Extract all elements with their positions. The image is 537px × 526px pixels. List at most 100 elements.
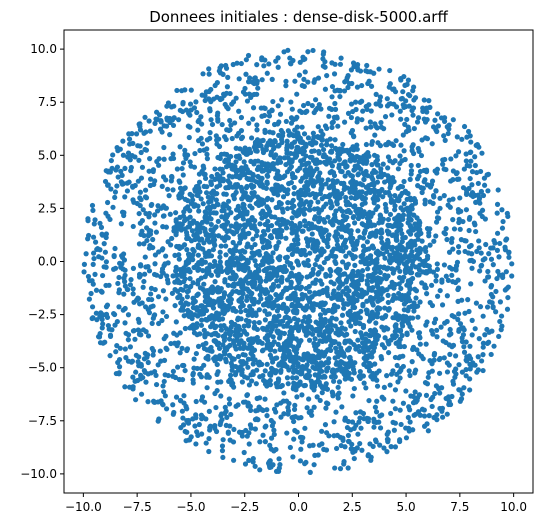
data-point xyxy=(350,235,356,241)
data-point xyxy=(278,367,284,374)
data-point xyxy=(312,280,318,286)
y-tick-label: −7.5 xyxy=(28,414,57,428)
data-point xyxy=(433,188,439,194)
data-point xyxy=(234,168,240,174)
data-point xyxy=(182,152,188,158)
data-point xyxy=(444,236,450,243)
data-point xyxy=(494,247,500,253)
data-point xyxy=(329,149,335,155)
data-point xyxy=(354,194,360,201)
data-point xyxy=(111,253,117,259)
data-point xyxy=(399,95,405,102)
data-point xyxy=(103,259,109,265)
data-point xyxy=(216,345,223,352)
data-point xyxy=(456,209,462,215)
data-point xyxy=(436,385,442,391)
data-point xyxy=(423,167,430,173)
data-point xyxy=(347,209,353,216)
data-point xyxy=(186,235,192,242)
data-point xyxy=(393,138,399,144)
data-point xyxy=(204,156,210,162)
data-point xyxy=(387,211,394,218)
data-point xyxy=(222,404,228,410)
data-point xyxy=(241,449,247,456)
data-point xyxy=(161,156,167,162)
data-point xyxy=(167,115,173,122)
data-point xyxy=(398,116,404,122)
data-point xyxy=(307,443,313,449)
data-point xyxy=(261,63,267,69)
data-point xyxy=(207,233,213,239)
data-point xyxy=(441,133,447,139)
data-point xyxy=(95,245,101,252)
data-point xyxy=(425,253,431,259)
data-point xyxy=(199,303,205,309)
data-point xyxy=(311,387,317,393)
data-point xyxy=(387,252,393,258)
data-point xyxy=(405,220,411,226)
data-point xyxy=(329,60,335,66)
data-point xyxy=(285,155,291,161)
data-point xyxy=(484,304,491,310)
data-point xyxy=(325,214,331,220)
data-point xyxy=(373,250,379,256)
data-point xyxy=(415,162,421,169)
data-point xyxy=(271,146,277,152)
data-point xyxy=(170,151,176,157)
data-point xyxy=(384,449,390,455)
data-point xyxy=(480,352,486,358)
data-point xyxy=(192,150,198,157)
data-point xyxy=(402,121,408,127)
data-point xyxy=(415,330,422,336)
y-tick-label: −5.0 xyxy=(28,361,57,375)
data-point xyxy=(322,219,328,225)
data-point xyxy=(342,173,348,179)
data-point xyxy=(444,318,450,325)
data-point xyxy=(371,424,377,430)
data-point xyxy=(163,253,169,259)
data-point xyxy=(490,294,496,300)
data-point xyxy=(309,154,315,160)
data-point xyxy=(316,366,322,372)
data-point xyxy=(122,305,128,312)
data-point xyxy=(86,278,93,284)
data-point xyxy=(208,253,215,259)
data-point xyxy=(99,272,106,279)
data-point xyxy=(485,188,491,194)
data-point xyxy=(139,218,145,224)
data-point xyxy=(289,200,295,206)
data-point xyxy=(374,398,380,404)
data-point xyxy=(223,267,230,273)
data-point xyxy=(403,388,409,394)
data-point xyxy=(215,369,221,375)
data-point xyxy=(407,407,413,413)
data-point xyxy=(369,162,375,168)
data-point xyxy=(309,142,315,148)
data-point xyxy=(293,147,300,153)
data-point xyxy=(379,219,385,225)
data-point xyxy=(250,105,257,111)
data-point xyxy=(298,337,304,344)
data-point xyxy=(208,190,215,196)
data-point xyxy=(355,337,361,343)
data-point xyxy=(416,231,422,238)
data-point xyxy=(159,129,165,135)
data-point xyxy=(468,149,474,155)
data-point xyxy=(152,399,158,405)
data-point xyxy=(431,320,437,326)
data-point xyxy=(217,259,223,265)
data-point xyxy=(297,138,303,145)
data-point xyxy=(295,241,301,247)
data-point xyxy=(289,242,295,248)
data-point xyxy=(313,107,319,113)
data-point xyxy=(396,343,402,350)
data-point xyxy=(397,108,403,114)
data-point xyxy=(293,375,300,381)
data-point xyxy=(323,381,329,387)
data-point xyxy=(192,188,198,194)
data-point xyxy=(434,334,440,340)
data-point xyxy=(286,246,292,252)
data-point xyxy=(410,315,416,321)
data-point xyxy=(211,356,217,362)
data-point xyxy=(119,172,125,178)
